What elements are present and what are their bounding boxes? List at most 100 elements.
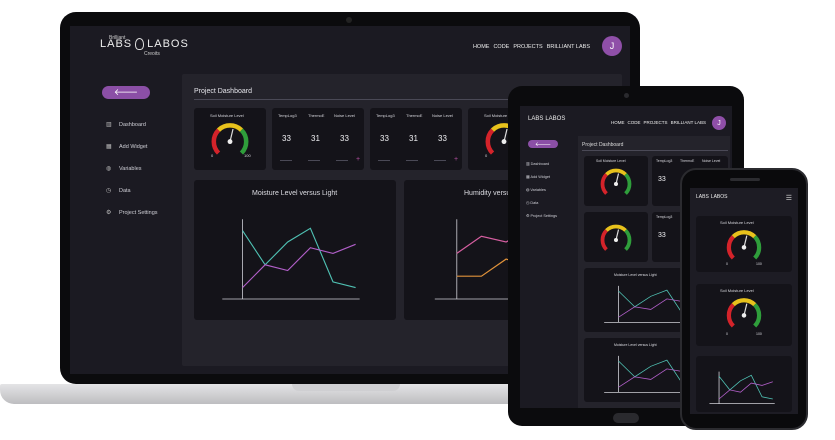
- brand-logo[interactable]: LABS LABOS: [696, 194, 727, 200]
- brand-labs: LABS: [528, 116, 544, 122]
- grid-icon: ▦: [106, 144, 112, 150]
- gauge-dial: [600, 168, 632, 195]
- avatar[interactable]: J: [712, 116, 726, 130]
- gear-icon: ⚙: [106, 210, 112, 216]
- gauge-title: Soil Moisture Level: [210, 113, 244, 118]
- nav-code[interactable]: CODE: [493, 44, 510, 50]
- gauge-dial: [600, 224, 632, 251]
- gauge-hub: [613, 181, 619, 187]
- nav-projects[interactable]: PROJECTS: [513, 44, 543, 50]
- tablet-home-button[interactable]: [613, 413, 639, 423]
- series-line-0: [242, 227, 356, 289]
- nav-brilliant-labs[interactable]: BRILLIANT LABS: [670, 120, 706, 125]
- nav-home[interactable]: HOME: [611, 120, 625, 125]
- sidebar-item-dashboard[interactable]: ▥ Dashboard: [526, 158, 557, 171]
- gauge-dial: [726, 230, 762, 260]
- sidebar-item-variables[interactable]: ◍ Variables: [526, 184, 557, 197]
- sensor-value: 33: [438, 134, 447, 143]
- sensor-value: 33: [658, 232, 666, 239]
- gauge-title: Soil Moisture Level: [484, 113, 518, 118]
- gauge-card[interactable]: Soil Moisture Level: [584, 156, 648, 206]
- gauge-card[interactable]: Soil Moisture Level 0 100: [696, 284, 792, 346]
- gauge-hub: [227, 139, 233, 145]
- top-nav: HOME CODE PROJECTS BRILLIANT LABS: [473, 44, 590, 50]
- gauge-arc-yellow: [216, 123, 244, 132]
- sidebar-item-label: Dashboard: [119, 122, 146, 128]
- chart-title: Moisture Level versus Light: [614, 273, 657, 277]
- brand-logo[interactable]: Brilliant LABS LABOS Creoits: [100, 35, 189, 58]
- gauge-arc-red: [485, 128, 495, 155]
- sidebar-item-dashboard[interactable]: ▥ Dashboard: [106, 122, 146, 128]
- gauge-arc-yellow: [731, 298, 757, 307]
- sidebar-item-label: Dashboard: [530, 162, 550, 166]
- sidebar-item-project-settings[interactable]: ⚙ Project Settings: [106, 210, 158, 216]
- sidebar-item-data[interactable]: ◷ Data: [106, 188, 131, 194]
- nav-brilliant-labs[interactable]: BRILLIANT LABS: [546, 44, 590, 50]
- gear-icon: ⚙: [526, 214, 531, 218]
- sidebar-item-label: Variables: [530, 188, 546, 192]
- arrow-left-icon: 🡐: [534, 141, 552, 148]
- line-chart-card[interactable]: [696, 356, 792, 412]
- gauge-hub: [741, 313, 747, 318]
- gauge-max: 100: [756, 262, 762, 266]
- sensor-label: Noise Level: [432, 113, 453, 118]
- database-icon: ◍: [526, 188, 531, 192]
- sensor-rule: [280, 160, 292, 161]
- title-divider: [194, 99, 620, 100]
- gauge-card[interactable]: Soil Moisture Level 0 100: [696, 216, 792, 272]
- sensor-value: 33: [658, 176, 666, 183]
- gauge-title: Soil Moisture Level: [720, 220, 754, 225]
- nav-code[interactable]: CODE: [627, 120, 641, 125]
- sensor-rule: [336, 160, 348, 161]
- add-icon[interactable]: +: [454, 156, 459, 163]
- title-divider: [582, 150, 728, 151]
- brand-logo[interactable]: LABS LABOS: [528, 116, 565, 122]
- gauge-title: Soil Moisture Level: [596, 159, 626, 163]
- laptop-camera: [346, 17, 352, 23]
- gauge-dial: [211, 123, 249, 155]
- line-chart-card[interactable]: Moisture Level versus Light: [194, 180, 396, 320]
- sensor-value: 33: [340, 134, 349, 143]
- flask-icon: [135, 38, 145, 50]
- sensor-values-card[interactable]: TempLog3 ThermoE Noise Level 33 31 33 +: [370, 108, 462, 170]
- sidebar-item-label: Variables: [119, 166, 142, 172]
- database-icon: ◍: [106, 166, 112, 172]
- phone-speaker: [730, 178, 760, 181]
- sidebar-item-add-widget[interactable]: ▦ Add Widget: [106, 144, 147, 150]
- series-line-1: [242, 243, 356, 288]
- brand-small: Brilliant: [109, 35, 126, 41]
- hamburger-menu-icon[interactable]: ☰: [785, 195, 792, 202]
- sensor-label: ThermoE: [680, 159, 695, 163]
- topbar: Brilliant LABS LABOS Creoits HOME CODE P…: [70, 26, 630, 68]
- gauge-arc-green: [753, 303, 762, 328]
- nav-projects[interactable]: PROJECTS: [643, 120, 668, 125]
- avatar[interactable]: J: [602, 36, 622, 56]
- back-button[interactable]: 🡐: [528, 140, 558, 148]
- sidebar-item-project-settings[interactable]: ⚙ Project Settings: [526, 210, 557, 223]
- gauge-card[interactable]: [584, 212, 648, 262]
- sidebar-item-label: Project Settings: [119, 210, 158, 216]
- chart-icon: ▥: [106, 122, 112, 128]
- sidebar-item-label: Add Widget: [119, 144, 148, 150]
- sensor-label: TempLog3: [376, 113, 395, 118]
- gauge-arc-yellow: [605, 224, 627, 232]
- line-chart: [222, 219, 360, 300]
- back-button[interactable]: 🡐: [102, 86, 150, 99]
- gauge-card[interactable]: Soil Moisture Level 0 100: [194, 108, 266, 170]
- gauge-arc-red: [211, 128, 221, 155]
- gauge-arc-yellow: [605, 168, 627, 176]
- sensor-label: TempLog3: [278, 113, 297, 118]
- clock-icon: ◷: [526, 201, 531, 205]
- sensor-label: Noise Level: [702, 159, 721, 163]
- add-icon[interactable]: +: [356, 156, 361, 163]
- sidebar-item-label: Project Settings: [530, 214, 558, 218]
- sidebar-item-add-widget[interactable]: ▦ Add Widget: [526, 171, 557, 184]
- series-line-0: [718, 374, 773, 400]
- sensor-values-card[interactable]: TempLog3 ThermoE Noise Level 33 31 33 +: [272, 108, 364, 170]
- laptop-notch: [292, 384, 400, 391]
- sidebar-item-variables[interactable]: ◍ Variables: [106, 166, 142, 172]
- gauge-arc-red: [600, 229, 608, 251]
- sidebar-item-data[interactable]: ◷ Data: [526, 197, 557, 210]
- nav-home[interactable]: HOME: [472, 44, 490, 50]
